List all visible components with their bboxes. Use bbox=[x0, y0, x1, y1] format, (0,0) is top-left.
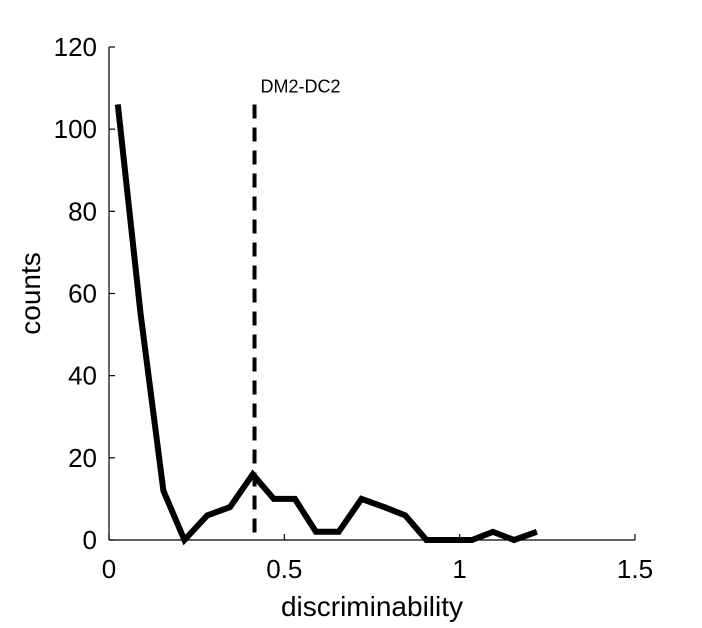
axes bbox=[108, 47, 635, 541]
data-point bbox=[492, 531, 494, 533]
x-tick-label: 1 bbox=[452, 554, 466, 584]
y-tick-label: 120 bbox=[54, 32, 97, 62]
data-point bbox=[206, 514, 208, 516]
data-point bbox=[338, 531, 340, 533]
data-point bbox=[117, 104, 119, 106]
x-tick-label: 0 bbox=[102, 554, 116, 584]
series-line bbox=[114, 104, 538, 546]
x-tick-label: 0.5 bbox=[266, 554, 302, 584]
y-tick-label: 0 bbox=[83, 525, 97, 555]
data-point bbox=[252, 473, 254, 475]
axis-ticks: 0 0.5 1 1.5 0 20 40 60 80 100 120 bbox=[54, 32, 653, 584]
y-tick-label: 100 bbox=[54, 114, 97, 144]
data-point bbox=[425, 539, 427, 541]
plot-area: DM2-DC2 bbox=[114, 77, 538, 546]
y-axis-label: counts bbox=[15, 252, 46, 335]
y-tick-label: 20 bbox=[68, 443, 97, 473]
y-tick-label: 80 bbox=[68, 196, 97, 226]
x-axis-label: discriminability bbox=[281, 591, 463, 622]
x-tick-label: 1.5 bbox=[617, 554, 653, 584]
data-point bbox=[183, 539, 185, 541]
data-point bbox=[140, 313, 142, 315]
y-tick-label: 40 bbox=[68, 361, 97, 391]
data-point bbox=[471, 539, 473, 541]
y-tick-label: 60 bbox=[68, 279, 97, 309]
data-point bbox=[536, 531, 538, 533]
annotation-label: DM2-DC2 bbox=[261, 77, 341, 97]
data-point bbox=[513, 539, 515, 541]
data-point bbox=[273, 498, 275, 500]
data-point bbox=[448, 539, 450, 541]
data-point bbox=[383, 506, 385, 508]
data-point bbox=[360, 498, 362, 500]
data-point bbox=[229, 506, 231, 508]
data-point bbox=[162, 490, 164, 492]
data-point bbox=[404, 514, 406, 516]
data-point bbox=[294, 498, 296, 500]
data-point bbox=[315, 531, 317, 533]
